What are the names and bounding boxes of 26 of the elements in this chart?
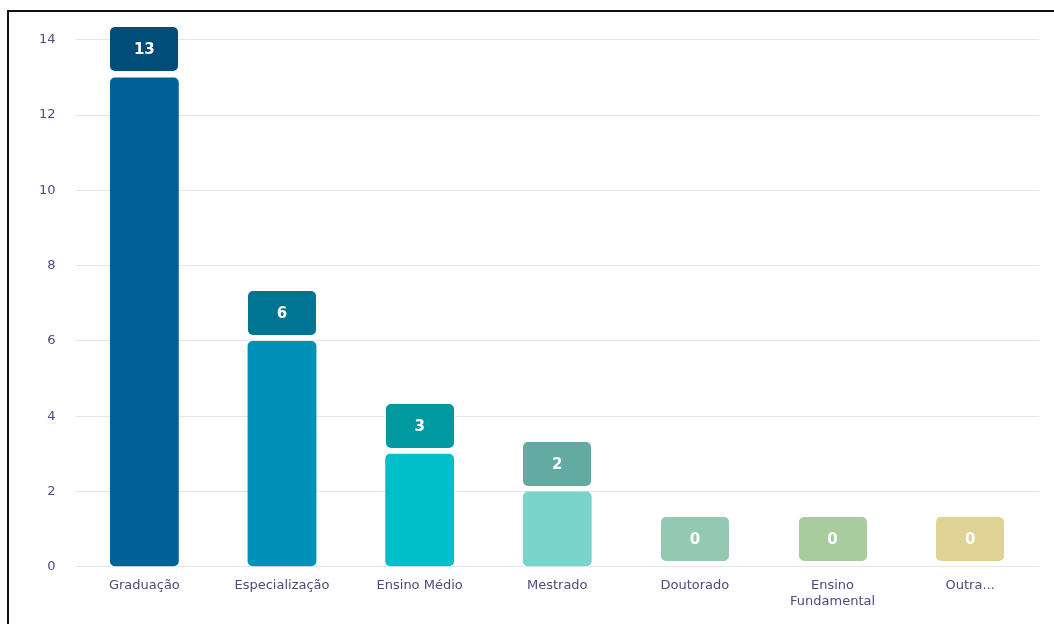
y-tick-label: 10 <box>39 181 56 197</box>
label-badge: 3 <box>385 403 454 448</box>
x-tick-label: Mestrado <box>526 576 588 592</box>
y-tick-label: 0 <box>47 558 56 574</box>
label-badge: 6 <box>248 290 316 335</box>
x-tick-label: Doutorado <box>660 576 730 592</box>
y-tick-label: 8 <box>47 257 56 273</box>
x-tick-label: Outra... <box>945 576 995 592</box>
y-tick-label: 14 <box>39 31 56 47</box>
y-tick-label: 6 <box>47 332 56 348</box>
label-badge: 0 <box>660 516 729 561</box>
label-badge: 13 <box>110 27 179 72</box>
y-tick-label: 2 <box>47 482 56 498</box>
bar <box>522 491 592 567</box>
bar <box>385 453 455 567</box>
label-badge: 0 <box>936 516 1005 561</box>
label-badge: 0 <box>798 516 867 561</box>
bar <box>247 340 317 567</box>
x-tick-label: Ensino Médio <box>376 576 463 592</box>
bar <box>109 77 179 567</box>
x-tick-label: Especialização <box>234 576 330 592</box>
y-tick-label: 4 <box>47 407 56 423</box>
x-tick-label: Ensino Fundamental <box>790 576 876 608</box>
x-tick-label: Graduação <box>108 576 180 592</box>
label-badge: 2 <box>523 441 592 486</box>
y-tick-label: 12 <box>39 106 56 122</box>
